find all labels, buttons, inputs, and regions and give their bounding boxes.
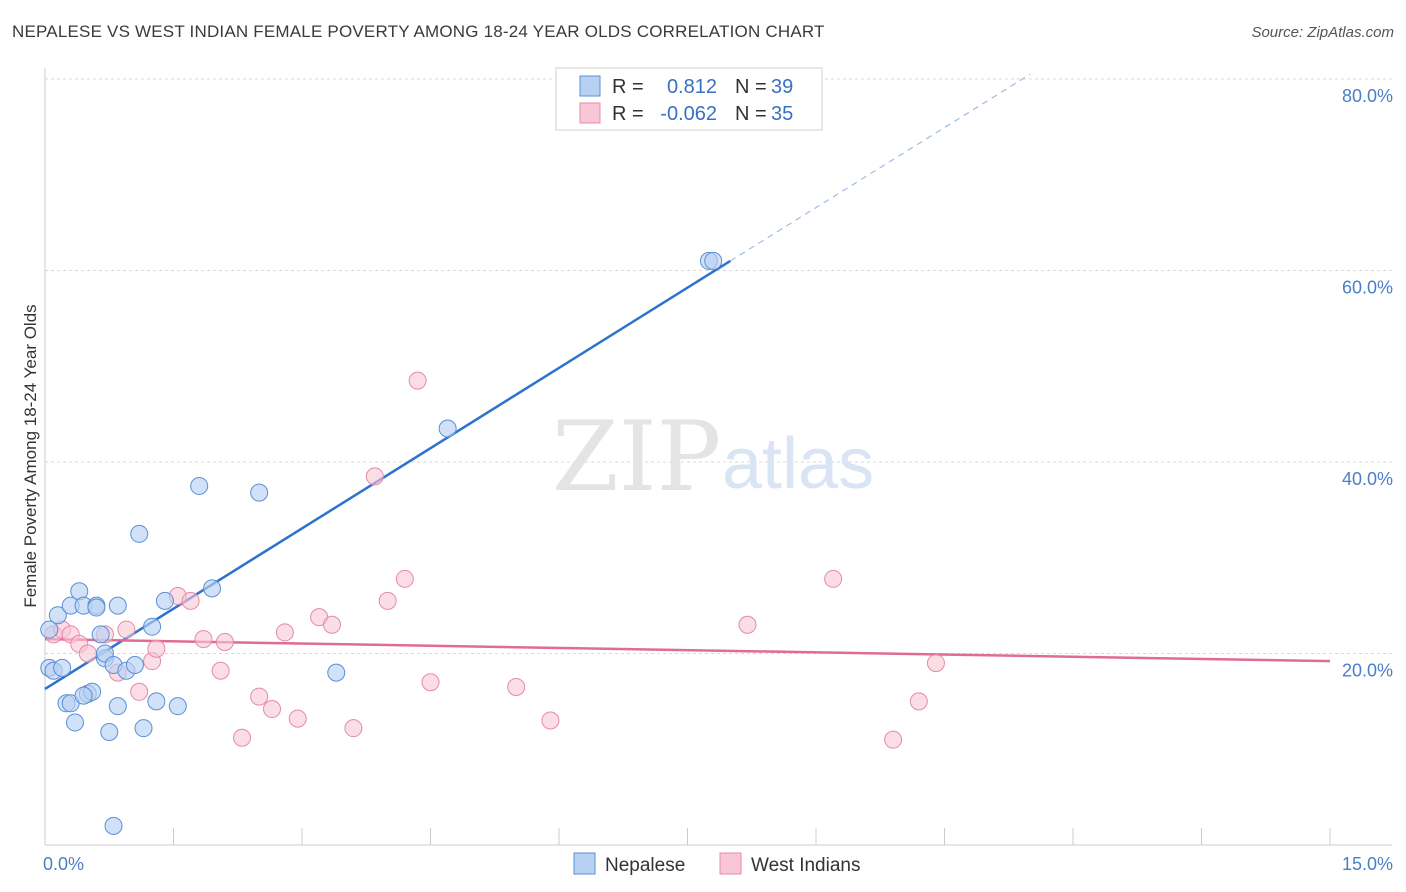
point-nepalese: [91, 625, 110, 644]
point-westindian: [926, 654, 945, 673]
x-tick-labels: 0.0% 15.0%: [43, 854, 1393, 874]
legend-swatch-nepalese: [579, 75, 601, 97]
point-nepalese: [147, 692, 166, 711]
point-nepalese: [108, 697, 127, 716]
point-westindian: [275, 623, 294, 642]
point-nepalese: [74, 686, 93, 705]
gridlines: [45, 78, 1392, 654]
point-westindian: [408, 371, 427, 390]
point-nepalese: [327, 663, 346, 682]
point-nepalese: [100, 723, 119, 742]
point-nepalese: [250, 483, 269, 502]
point-westindian: [344, 719, 363, 738]
point-westindian: [250, 687, 269, 706]
point-westindian: [288, 709, 307, 728]
legend-swatch-westindian: [579, 102, 601, 124]
point-westindian: [884, 730, 903, 749]
point-westindian: [78, 644, 97, 663]
series-legend-swatch-nepalese: [573, 852, 596, 875]
point-westindian: [395, 569, 414, 588]
series-legend-swatch-westindian: [719, 852, 742, 875]
legend-n-value-nepalese: 39: [771, 76, 793, 98]
point-nepalese: [704, 251, 723, 270]
legend-r-value-nepalese: 0.812: [667, 76, 717, 98]
point-nepalese: [155, 591, 174, 610]
point-nepalese: [65, 713, 84, 732]
y-tick-labels: 20.0% 40.0% 60.0% 80.0%: [1342, 86, 1393, 681]
point-westindian: [507, 678, 526, 697]
chart-title: NEPALESE VS WEST INDIAN FEMALE POVERTY A…: [12, 22, 825, 41]
point-westindian: [824, 569, 843, 588]
point-westindian: [215, 633, 234, 652]
series-legend-label-nepalese: Nepalese: [605, 855, 685, 876]
point-nepalese: [104, 816, 123, 835]
y-tick-label: 60.0%: [1342, 278, 1393, 298]
legend-r-label-westindian: R =: [612, 103, 644, 125]
legend-r-label-nepalese: R =: [612, 76, 644, 98]
point-westindian: [194, 630, 213, 649]
point-nepalese: [168, 697, 187, 716]
series-legend: Nepalese West Indians: [573, 852, 860, 876]
trend-line-nepalese: [44, 259, 731, 690]
point-westindian: [909, 692, 928, 711]
point-nepalese: [203, 579, 222, 598]
y-axis-label: Female Poverty Among 18-24 Year Olds: [21, 304, 40, 607]
y-tick-label: 80.0%: [1342, 86, 1393, 106]
data-points: [40, 251, 945, 835]
point-nepalese: [134, 719, 153, 738]
axes: [44, 68, 1392, 846]
x-tick-label: 15.0%: [1342, 854, 1393, 874]
legend-n-label-westindian: N =: [735, 103, 767, 125]
point-westindian: [421, 673, 440, 692]
point-westindian: [365, 467, 384, 486]
x-tick-label: 0.0%: [43, 854, 84, 874]
point-nepalese: [125, 655, 144, 674]
point-nepalese: [130, 524, 149, 543]
point-nepalese: [87, 598, 106, 617]
trend-lines: [44, 73, 1331, 690]
point-westindian: [233, 728, 252, 747]
point-westindian: [117, 620, 136, 639]
watermark-atlas: atlas: [722, 424, 874, 504]
point-westindian: [211, 661, 230, 680]
point-nepalese: [108, 596, 127, 615]
point-westindian: [378, 591, 397, 610]
series-legend-label-westindian: West Indians: [751, 855, 860, 876]
point-nepalese: [143, 617, 162, 636]
point-nepalese: [53, 658, 72, 677]
point-nepalese: [48, 606, 67, 625]
y-tick-label: 40.0%: [1342, 469, 1393, 489]
point-nepalese: [190, 476, 209, 495]
point-westindian: [322, 615, 341, 634]
point-westindian: [738, 615, 757, 634]
trend-line-westindian: [44, 637, 1331, 663]
legend-r-value-westindian: -0.062: [660, 103, 717, 125]
trend-line-nepalese-extension: [730, 73, 1031, 262]
point-westindian: [263, 700, 282, 719]
point-nepalese: [40, 620, 59, 639]
y-tick-label: 20.0%: [1342, 661, 1393, 681]
point-westindian: [130, 682, 149, 701]
legend-n-value-westindian: 35: [771, 103, 793, 125]
point-nepalese: [438, 419, 457, 438]
source-credit: Source: ZipAtlas.com: [1251, 24, 1394, 41]
correlation-legend: R = 0.812 N = 39 R = -0.062 N = 35: [555, 67, 823, 131]
point-westindian: [541, 711, 560, 730]
watermark-zip: ZIP: [552, 401, 721, 513]
point-westindian: [147, 639, 166, 658]
point-westindian: [181, 591, 200, 610]
legend-n-label-nepalese: N =: [735, 76, 767, 98]
